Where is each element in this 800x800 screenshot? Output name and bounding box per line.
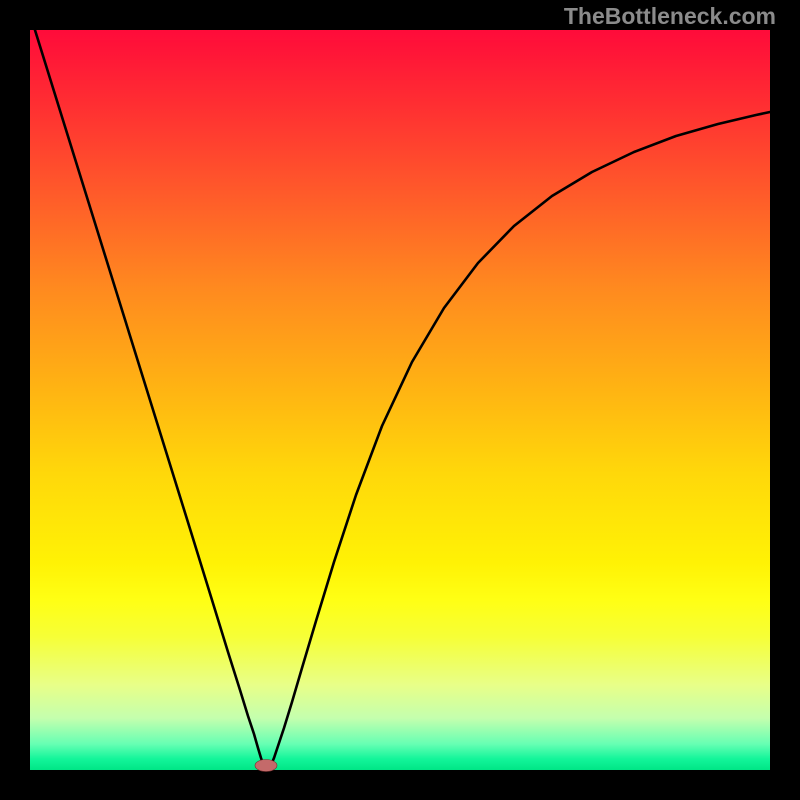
gradient-plot-area — [30, 30, 770, 770]
watermark-text: TheBottleneck.com — [564, 3, 776, 30]
optimum-marker — [253, 758, 279, 779]
